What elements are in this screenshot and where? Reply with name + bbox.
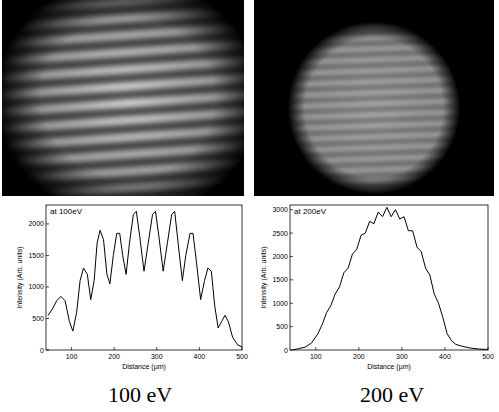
y-tick-label: 2500 [272,230,288,237]
fringe [2,174,244,196]
y-tick-label: 1500 [272,276,288,283]
y-tick [46,255,49,256]
annotation: at 200eV [294,207,327,216]
y-tick [290,233,293,234]
x-tick-label: 300 [151,353,163,360]
x-tick-label: 200 [353,353,365,360]
y-tick-label: 2000 [28,220,44,227]
y-tick-label: 2000 [272,253,288,260]
x-tick [199,347,200,350]
plot-frame [46,205,242,350]
plot-frame [290,205,488,350]
plot-area [48,211,242,347]
y-tick-label: 0 [284,347,288,354]
fringe-stripes [2,0,244,196]
x-tick-label: 400 [194,353,206,360]
y-tick-label: 1000 [272,300,288,307]
x-tick-label: 500 [482,353,494,360]
annotation: at 100eV [50,207,83,216]
y-tick-label: 0 [40,347,44,354]
caption: 100 eV [108,382,172,407]
x-tick-label: 500 [236,353,248,360]
figure: 1002003004005000500100015002000Distance … [0,0,499,412]
fringe [254,184,494,196]
y-tick-label: 1000 [28,283,44,290]
y-axis-title: Intensity (Arb. units) [16,246,24,308]
y-tick [46,286,49,287]
x-tick [242,347,243,350]
y-tick [290,326,293,327]
y-axis-title: Intensity (Arb. units) [260,246,268,308]
x-tick-label: 200 [108,353,120,360]
y-tick [46,318,49,319]
fringes [2,0,244,196]
y-tick-label: 500 [276,323,288,330]
x-tick [444,347,445,350]
x-tick-label: 400 [439,353,451,360]
x-tick-label: 100 [66,353,78,360]
fringe-stripes [254,0,494,196]
plot-area [292,207,488,350]
profile-line [292,207,488,350]
x-axis-title: Distance (µm) [367,363,411,371]
y-tick [290,279,293,280]
x-tick [358,347,359,350]
y-tick [290,256,293,257]
image [2,0,244,196]
x-tick [315,347,316,350]
x-tick-label: 300 [396,353,408,360]
x-tick [156,347,157,350]
fringe [2,191,244,196]
y-tick-label: 3000 [272,206,288,213]
x-tick [71,347,72,350]
y-tick-label: 1500 [28,252,44,259]
y-tick [290,303,293,304]
image [254,0,494,196]
x-tick [401,347,402,350]
profile-line [48,211,242,347]
y-tick [46,350,49,351]
y-tick [46,223,49,224]
x-axis-title: Distance (µm) [122,363,166,371]
y-tick [290,209,293,210]
fringe [254,195,494,196]
fringes [254,0,494,196]
x-tick-label: 100 [310,353,322,360]
y-tick-label: 500 [32,315,44,322]
x-tick [114,347,115,350]
caption: 200 eV [360,382,424,407]
